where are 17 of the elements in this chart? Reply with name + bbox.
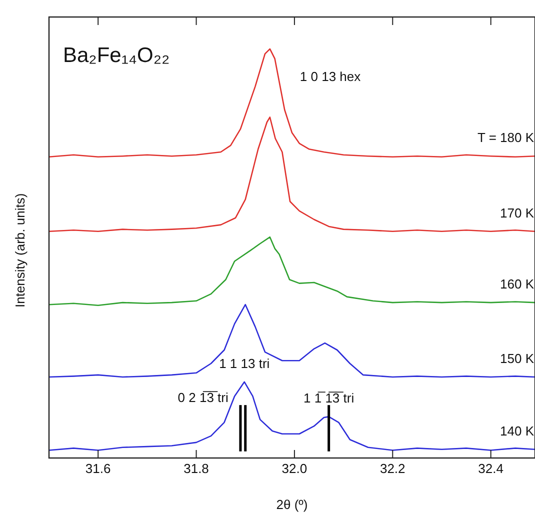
x-tick-label: 32.2 xyxy=(380,461,406,476)
annotation: 1 1 13 tri xyxy=(219,356,270,371)
x-tick-label: 32.4 xyxy=(478,461,504,476)
x-axis-title: 2θ (º) xyxy=(276,497,308,512)
x-tick-label: 32.0 xyxy=(282,461,308,476)
chart-title: Ba₂Fe₁₄O₂₂ xyxy=(63,44,170,67)
series-label: 150 K xyxy=(500,351,534,366)
series-label: 160 K xyxy=(500,276,534,292)
series-label: 170 K xyxy=(500,205,534,220)
annotation: 1 1̅ 1̅3̅ tri xyxy=(304,390,354,406)
series-label: T = 180 K xyxy=(478,130,534,146)
series-label: 140 K xyxy=(500,423,534,438)
y-axis-title: Intensity (arb. units) xyxy=(12,193,28,308)
x-tick-label: 31.6 xyxy=(85,461,111,476)
annotation: 1 0 13 hex xyxy=(300,68,362,84)
x-tick-label: 31.8 xyxy=(184,461,209,476)
annotation: 0 2 1̅3̅ tri xyxy=(178,390,228,405)
